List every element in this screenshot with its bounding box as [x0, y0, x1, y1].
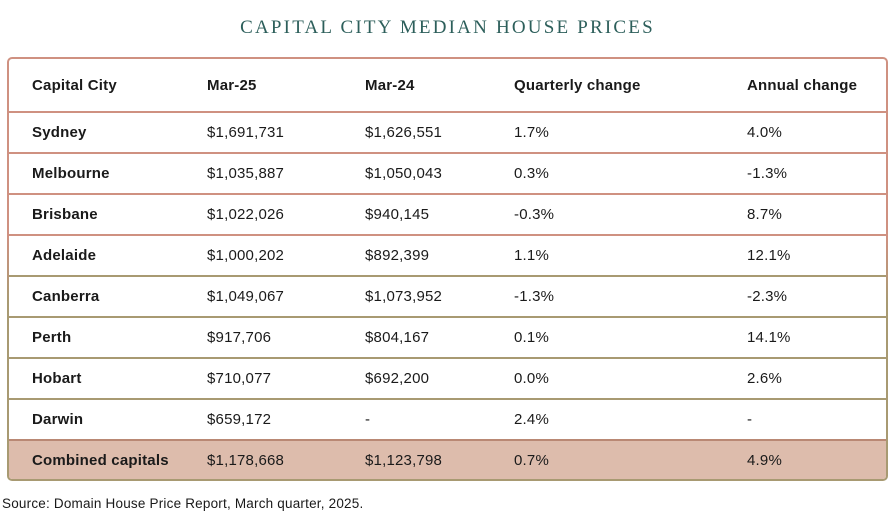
- cell-mar25-value: $1,035,887: [207, 165, 285, 182]
- table-row-sydney: Sydney $1,691,731 $1,626,551 1.7% 4.0%: [9, 113, 886, 154]
- cell-mar25-value: $1,049,067: [207, 288, 285, 305]
- cell-mar24-value: -: [365, 411, 371, 428]
- house-prices-table-body: Capital City Mar-25 Mar-24 Quarterly cha…: [9, 59, 886, 479]
- cell-annual-change: -1.3%: [747, 165, 788, 182]
- page-title: CAPITAL CITY MEDIAN HOUSE PRICES: [240, 17, 655, 38]
- column-header-annual-change: Annual change: [747, 76, 858, 94]
- cell-mar25-value: $917,706: [207, 329, 272, 346]
- cell-mar24-value: $1,123,798: [365, 451, 443, 469]
- cell-mar24-value: $1,050,043: [365, 165, 443, 182]
- cell-annual-change: -: [747, 411, 753, 428]
- cell-quarterly-change: -1.3%: [514, 288, 555, 305]
- cell-annual-change: 2.6%: [747, 370, 782, 387]
- table-row-adelaide: Adelaide $1,000,202 $892,399 1.1% 12.1%: [9, 236, 886, 277]
- cell-quarterly-change: 0.7%: [514, 451, 549, 469]
- cell-quarterly-change: 2.4%: [514, 411, 549, 428]
- cell-city: Melbourne: [32, 165, 110, 182]
- table-row-perth: Perth $917,706 $804,167 0.1% 14.1%: [9, 318, 886, 359]
- table-row-melbourne: Melbourne $1,035,887 $1,050,043 0.3% -1.…: [9, 154, 886, 195]
- cell-mar24-value: $1,073,952: [365, 288, 443, 305]
- table-header-row: Capital City Mar-25 Mar-24 Quarterly cha…: [9, 59, 886, 113]
- cell-quarterly-change: 0.0%: [514, 370, 549, 387]
- source-note: Source: Domain House Price Report, March…: [2, 496, 364, 511]
- cell-city: Canberra: [32, 288, 100, 305]
- cell-quarterly-change: 1.7%: [514, 124, 549, 141]
- cell-city: Darwin: [32, 411, 84, 428]
- cell-annual-change: 14.1%: [747, 329, 791, 346]
- column-header-quarterly-change: Quarterly change: [514, 76, 641, 94]
- table-row-darwin: Darwin $659,172 - 2.4% -: [9, 400, 886, 441]
- cell-mar24-value: $940,145: [365, 206, 430, 223]
- cell-mar25-value: $1,691,731: [207, 124, 285, 141]
- column-header-mar24: Mar-24: [365, 76, 415, 94]
- cell-annual-change: 12.1%: [747, 247, 791, 264]
- cell-quarterly-change: 0.1%: [514, 329, 549, 346]
- cell-city: Adelaide: [32, 247, 97, 264]
- cell-mar25-value: $1,022,026: [207, 206, 285, 223]
- table-row-canberra: Canberra $1,049,067 $1,073,952 -1.3% -2.…: [9, 277, 886, 318]
- cell-mar25-value: $1,000,202: [207, 247, 285, 264]
- cell-city: Brisbane: [32, 206, 98, 223]
- cell-mar24-value: $892,399: [365, 247, 430, 264]
- cell-quarterly-change: 0.3%: [514, 165, 549, 182]
- cell-city: Sydney: [32, 124, 87, 141]
- cell-annual-change: 4.0%: [747, 124, 782, 141]
- cell-city: Hobart: [32, 370, 82, 387]
- cell-annual-change: -2.3%: [747, 288, 788, 305]
- cell-mar24-value: $1,626,551: [365, 124, 443, 141]
- cell-city: Perth: [32, 329, 72, 346]
- table-row-hobart: Hobart $710,077 $692,200 0.0% 2.6%: [9, 359, 886, 400]
- table-row-combined-capitals: Combined capitals $1,178,668 $1,123,798 …: [9, 441, 886, 479]
- column-header-capital-city: Capital City: [32, 76, 117, 94]
- cell-annual-change: 8.7%: [747, 206, 782, 223]
- cell-mar25-value: $710,077: [207, 370, 272, 387]
- cell-mar24-value: $692,200: [365, 370, 430, 387]
- cell-annual-change: 4.9%: [747, 451, 782, 469]
- cell-quarterly-change: 1.1%: [514, 247, 549, 264]
- cell-mar25-value: $659,172: [207, 411, 272, 428]
- house-prices-table: Capital City Mar-25 Mar-24 Quarterly cha…: [7, 57, 888, 481]
- table-row-brisbane: Brisbane $1,022,026 $940,145 -0.3% 8.7%: [9, 195, 886, 236]
- cell-mar24-value: $804,167: [365, 329, 430, 346]
- cell-mar25-value: $1,178,668: [207, 451, 285, 469]
- cell-city: Combined capitals: [32, 451, 169, 469]
- cell-quarterly-change: -0.3%: [514, 206, 555, 223]
- column-header-mar25: Mar-25: [207, 76, 257, 94]
